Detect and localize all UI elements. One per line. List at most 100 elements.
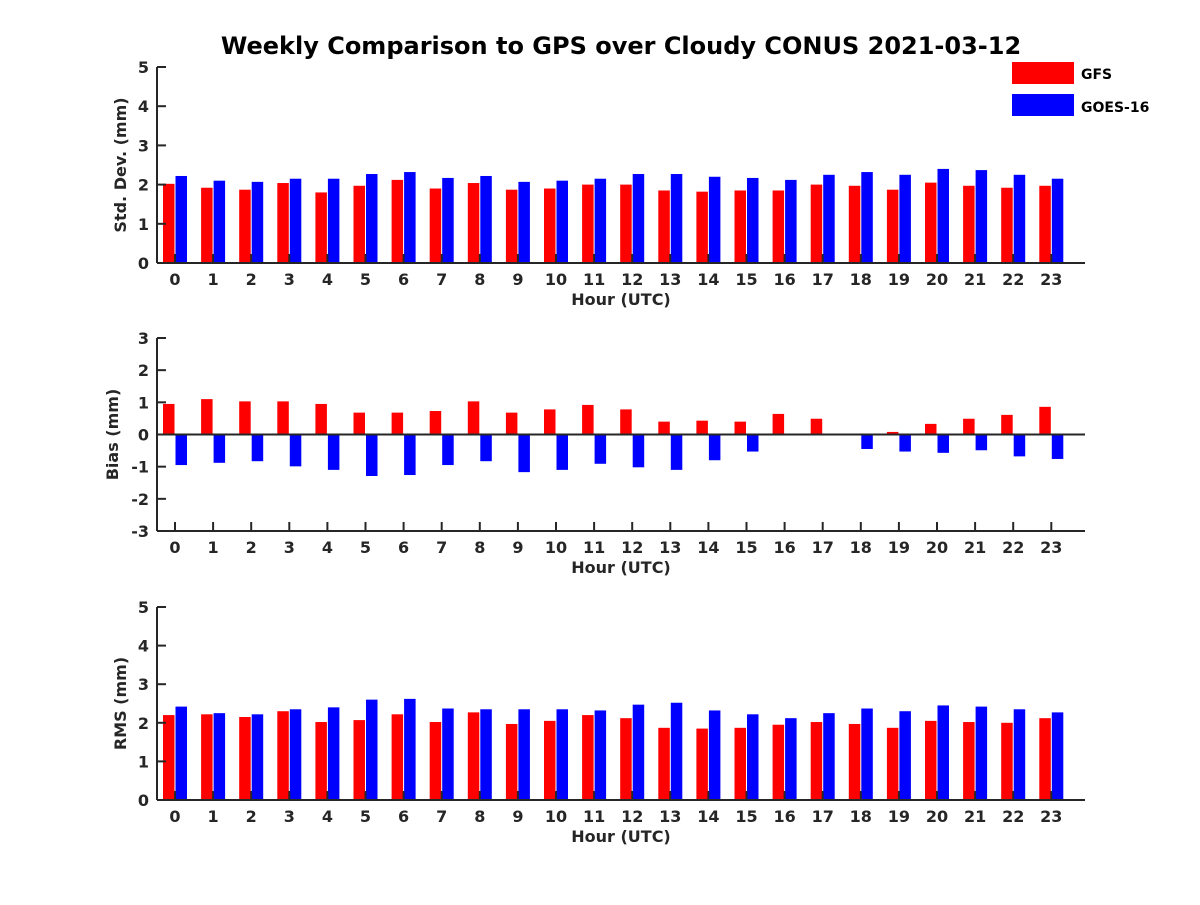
bar-rms-gfs-0 [163,715,175,800]
bar-bias-goes16-3 [289,434,302,467]
bar-rms-goes16-12 [632,704,645,800]
x-tick-label-rms-6: 6 [398,807,409,826]
x-tick-label-bias-13: 13 [659,538,681,557]
x-tick-label-bias-15: 15 [735,538,757,557]
y-tick-label-bias--3: -3 [131,522,149,541]
bar-std-goes16-18 [861,172,873,263]
bar-bias-gfs-7 [429,411,442,435]
x-tick-label-bias-11: 11 [583,538,605,557]
bar-std-goes16-16 [785,179,797,263]
bar-std-gfs-19 [886,189,899,263]
bar-bias-gfs-4 [315,403,327,435]
bar-std-goes16-17 [823,174,835,263]
y-axis-label-rms: RMS (mm) [111,657,130,750]
bar-rms-goes16-22 [1013,709,1026,800]
bar-bias-goes16-15 [747,434,759,452]
bar-bias-goes16-18 [861,434,873,449]
x-tick-label-bias-5: 5 [360,538,371,557]
x-tick-label-rms-14: 14 [697,807,719,826]
x-tick-label-rms-0: 0 [169,807,180,826]
y-tick-label-std-3: 3 [138,136,149,155]
x-tick-label-bias-23: 23 [1040,538,1062,557]
x-tick-label-bias-2: 2 [246,538,257,557]
bar-rms-gfs-16 [772,724,785,800]
bar-bias-gfs-17 [810,418,823,435]
y-tick-label-rms-1: 1 [138,752,149,771]
bar-std-goes16-13 [670,174,683,263]
bar-bias-gfs-12 [620,409,632,435]
x-tick-label-rms-23: 23 [1040,807,1062,826]
bar-bias-goes16-9 [518,434,530,473]
y-tick-label-std-1: 1 [138,215,149,234]
bar-std-goes16-1 [213,180,226,263]
bar-rms-gfs-6 [391,714,404,800]
y-axis-label-std: Std. Dev. (mm) [111,97,130,232]
bar-bias-gfs-21 [963,418,975,435]
bar-std-goes16-22 [1013,174,1026,263]
bar-rms-gfs-18 [848,723,861,800]
x-tick-label-std-5: 5 [360,270,371,289]
y-tick-label-rms-3: 3 [138,675,149,694]
x-tick-label-rms-5: 5 [360,807,371,826]
x-tick-label-rms-20: 20 [926,807,948,826]
x-tick-label-bias-22: 22 [1002,538,1024,557]
x-tick-label-rms-18: 18 [850,807,872,826]
bar-std-goes16-15 [747,177,759,263]
legend-swatch-gfs [1012,62,1074,84]
bar-rms-gfs-22 [1001,722,1013,800]
bar-std-gfs-15 [734,190,746,263]
x-tick-label-std-16: 16 [773,270,795,289]
bar-rms-gfs-4 [315,722,327,800]
legend-label-gfs: GFS [1081,67,1112,83]
x-tick-label-bias-0: 0 [169,538,180,557]
x-tick-label-std-19: 19 [888,270,910,289]
bar-std-gfs-14 [696,191,708,263]
bar-std-gfs-10 [544,188,556,263]
bar-bias-gfs-6 [391,412,404,435]
y-tick-label-std-0: 0 [138,254,149,273]
bar-std-goes16-23 [1051,178,1064,263]
y-tick-label-bias--2: -2 [131,490,149,509]
bar-std-goes16-20 [937,168,949,263]
bar-std-goes16-12 [632,174,645,263]
bar-std-gfs-20 [925,182,937,263]
y-tick-label-rms-2: 2 [138,714,149,733]
bar-bias-goes16-7 [442,434,454,466]
x-tick-label-bias-1: 1 [208,538,219,557]
x-tick-label-rms-12: 12 [621,807,643,826]
bar-std-gfs-4 [315,192,327,263]
bar-bias-gfs-14 [696,420,708,435]
bar-rms-goes16-13 [670,702,683,800]
bar-std-gfs-7 [429,188,442,263]
x-axis-label-rms: Hour (UTC) [571,827,671,846]
bar-bias-gfs-10 [544,409,556,435]
bar-rms-gfs-14 [696,728,708,800]
x-tick-label-bias-17: 17 [812,538,834,557]
x-tick-label-std-4: 4 [322,270,333,289]
bar-bias-goes16-1 [213,434,226,463]
x-tick-label-std-9: 9 [512,270,523,289]
bar-bias-goes16-5 [366,434,378,476]
bar-std-goes16-19 [899,174,911,263]
bar-rms-goes16-3 [289,709,302,800]
x-tick-label-rms-4: 4 [322,807,333,826]
bar-std-gfs-11 [582,184,594,263]
x-tick-label-rms-15: 15 [735,807,757,826]
y-tick-label-std-2: 2 [138,176,149,195]
bar-bias-gfs-19 [886,431,899,435]
x-tick-label-bias-10: 10 [545,538,567,557]
legend-swatch-goes16 [1012,94,1074,116]
x-tick-label-bias-9: 9 [512,538,523,557]
x-tick-label-std-14: 14 [697,270,719,289]
bar-rms-gfs-19 [886,727,899,800]
bar-std-gfs-21 [963,185,975,263]
bar-rms-gfs-23 [1039,718,1051,800]
y-tick-label-bias--1: -1 [131,458,149,477]
bar-bias-gfs-13 [658,421,670,435]
legend-label-goes16: GOES-16 [1081,100,1149,116]
x-tick-label-std-20: 20 [926,270,948,289]
x-tick-label-std-8: 8 [474,270,485,289]
bar-rms-goes16-7 [442,708,454,800]
x-tick-label-rms-22: 22 [1002,807,1024,826]
bar-std-gfs-5 [353,185,365,263]
